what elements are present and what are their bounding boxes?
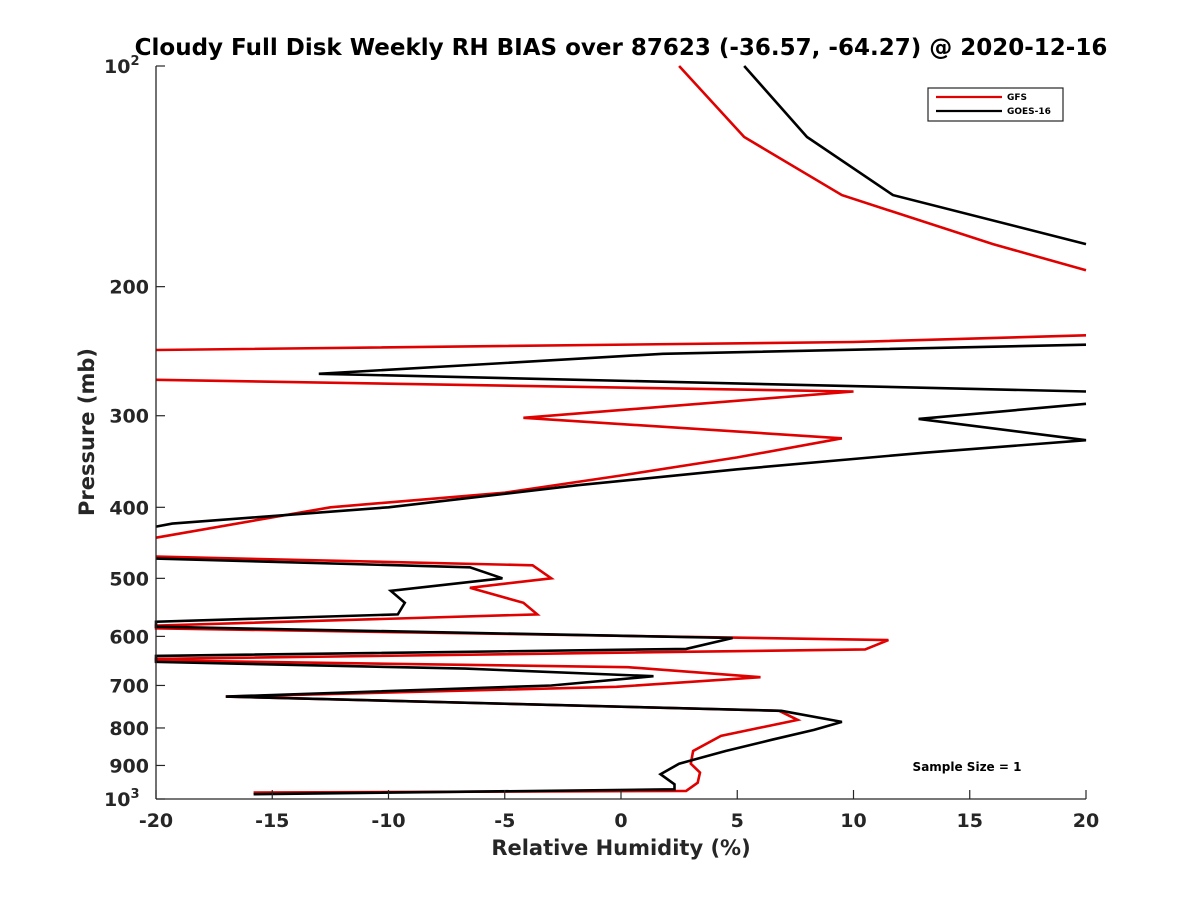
series-line-goes16 bbox=[154, 65, 1087, 796]
x-tick-label: 5 bbox=[731, 810, 744, 832]
x-tick-label: 10 bbox=[840, 810, 866, 832]
chart-title: Cloudy Full Disk Weekly RH BIAS over 876… bbox=[135, 35, 1108, 61]
y-tick-label: 500 bbox=[109, 568, 149, 590]
legend: GFS GOES-16 bbox=[927, 87, 1064, 122]
x-axis-label: Relative Humidity (%) bbox=[491, 836, 750, 860]
x-tick-label: -20 bbox=[139, 810, 173, 832]
y-tick-label: 300 bbox=[109, 406, 149, 428]
x-tick-label: 20 bbox=[1073, 810, 1099, 832]
legend-box bbox=[927, 87, 1064, 122]
y-tick-label: 600 bbox=[109, 626, 149, 648]
y-tick-label: 400 bbox=[109, 497, 149, 519]
series-layer bbox=[154, 65, 1087, 796]
x-tick-label: 15 bbox=[957, 810, 983, 832]
x-tick-label: -15 bbox=[255, 810, 289, 832]
x-tick-label: 0 bbox=[614, 810, 627, 832]
x-tick-label: -5 bbox=[494, 810, 515, 832]
plot-area bbox=[156, 66, 1086, 799]
y-tick-label: 800 bbox=[109, 718, 149, 740]
x-tick-label: -10 bbox=[371, 810, 405, 832]
x-axis-ticks: -20 -15 -10 -5 0 5 10 15 20 bbox=[139, 790, 1099, 832]
series-line-gfs bbox=[154, 65, 1087, 794]
y-tick-label: 103 bbox=[104, 787, 140, 811]
y-tick-label: 102 bbox=[104, 54, 140, 78]
y-axis-label: Pressure (mb) bbox=[75, 348, 99, 516]
legend-label-gfs: GFS bbox=[1007, 93, 1027, 103]
sample-size-annotation: Sample Size = 1 bbox=[913, 760, 1022, 774]
y-tick-label: 700 bbox=[109, 675, 149, 697]
plot-background bbox=[156, 66, 1086, 799]
y-axis-ticks: 102 200 300 400 500 600 700 800 900 103 bbox=[104, 54, 165, 811]
y-tick-label: 200 bbox=[109, 277, 149, 299]
legend-label-goes16: GOES-16 bbox=[1007, 107, 1051, 117]
y-tick-label: 900 bbox=[109, 755, 149, 777]
